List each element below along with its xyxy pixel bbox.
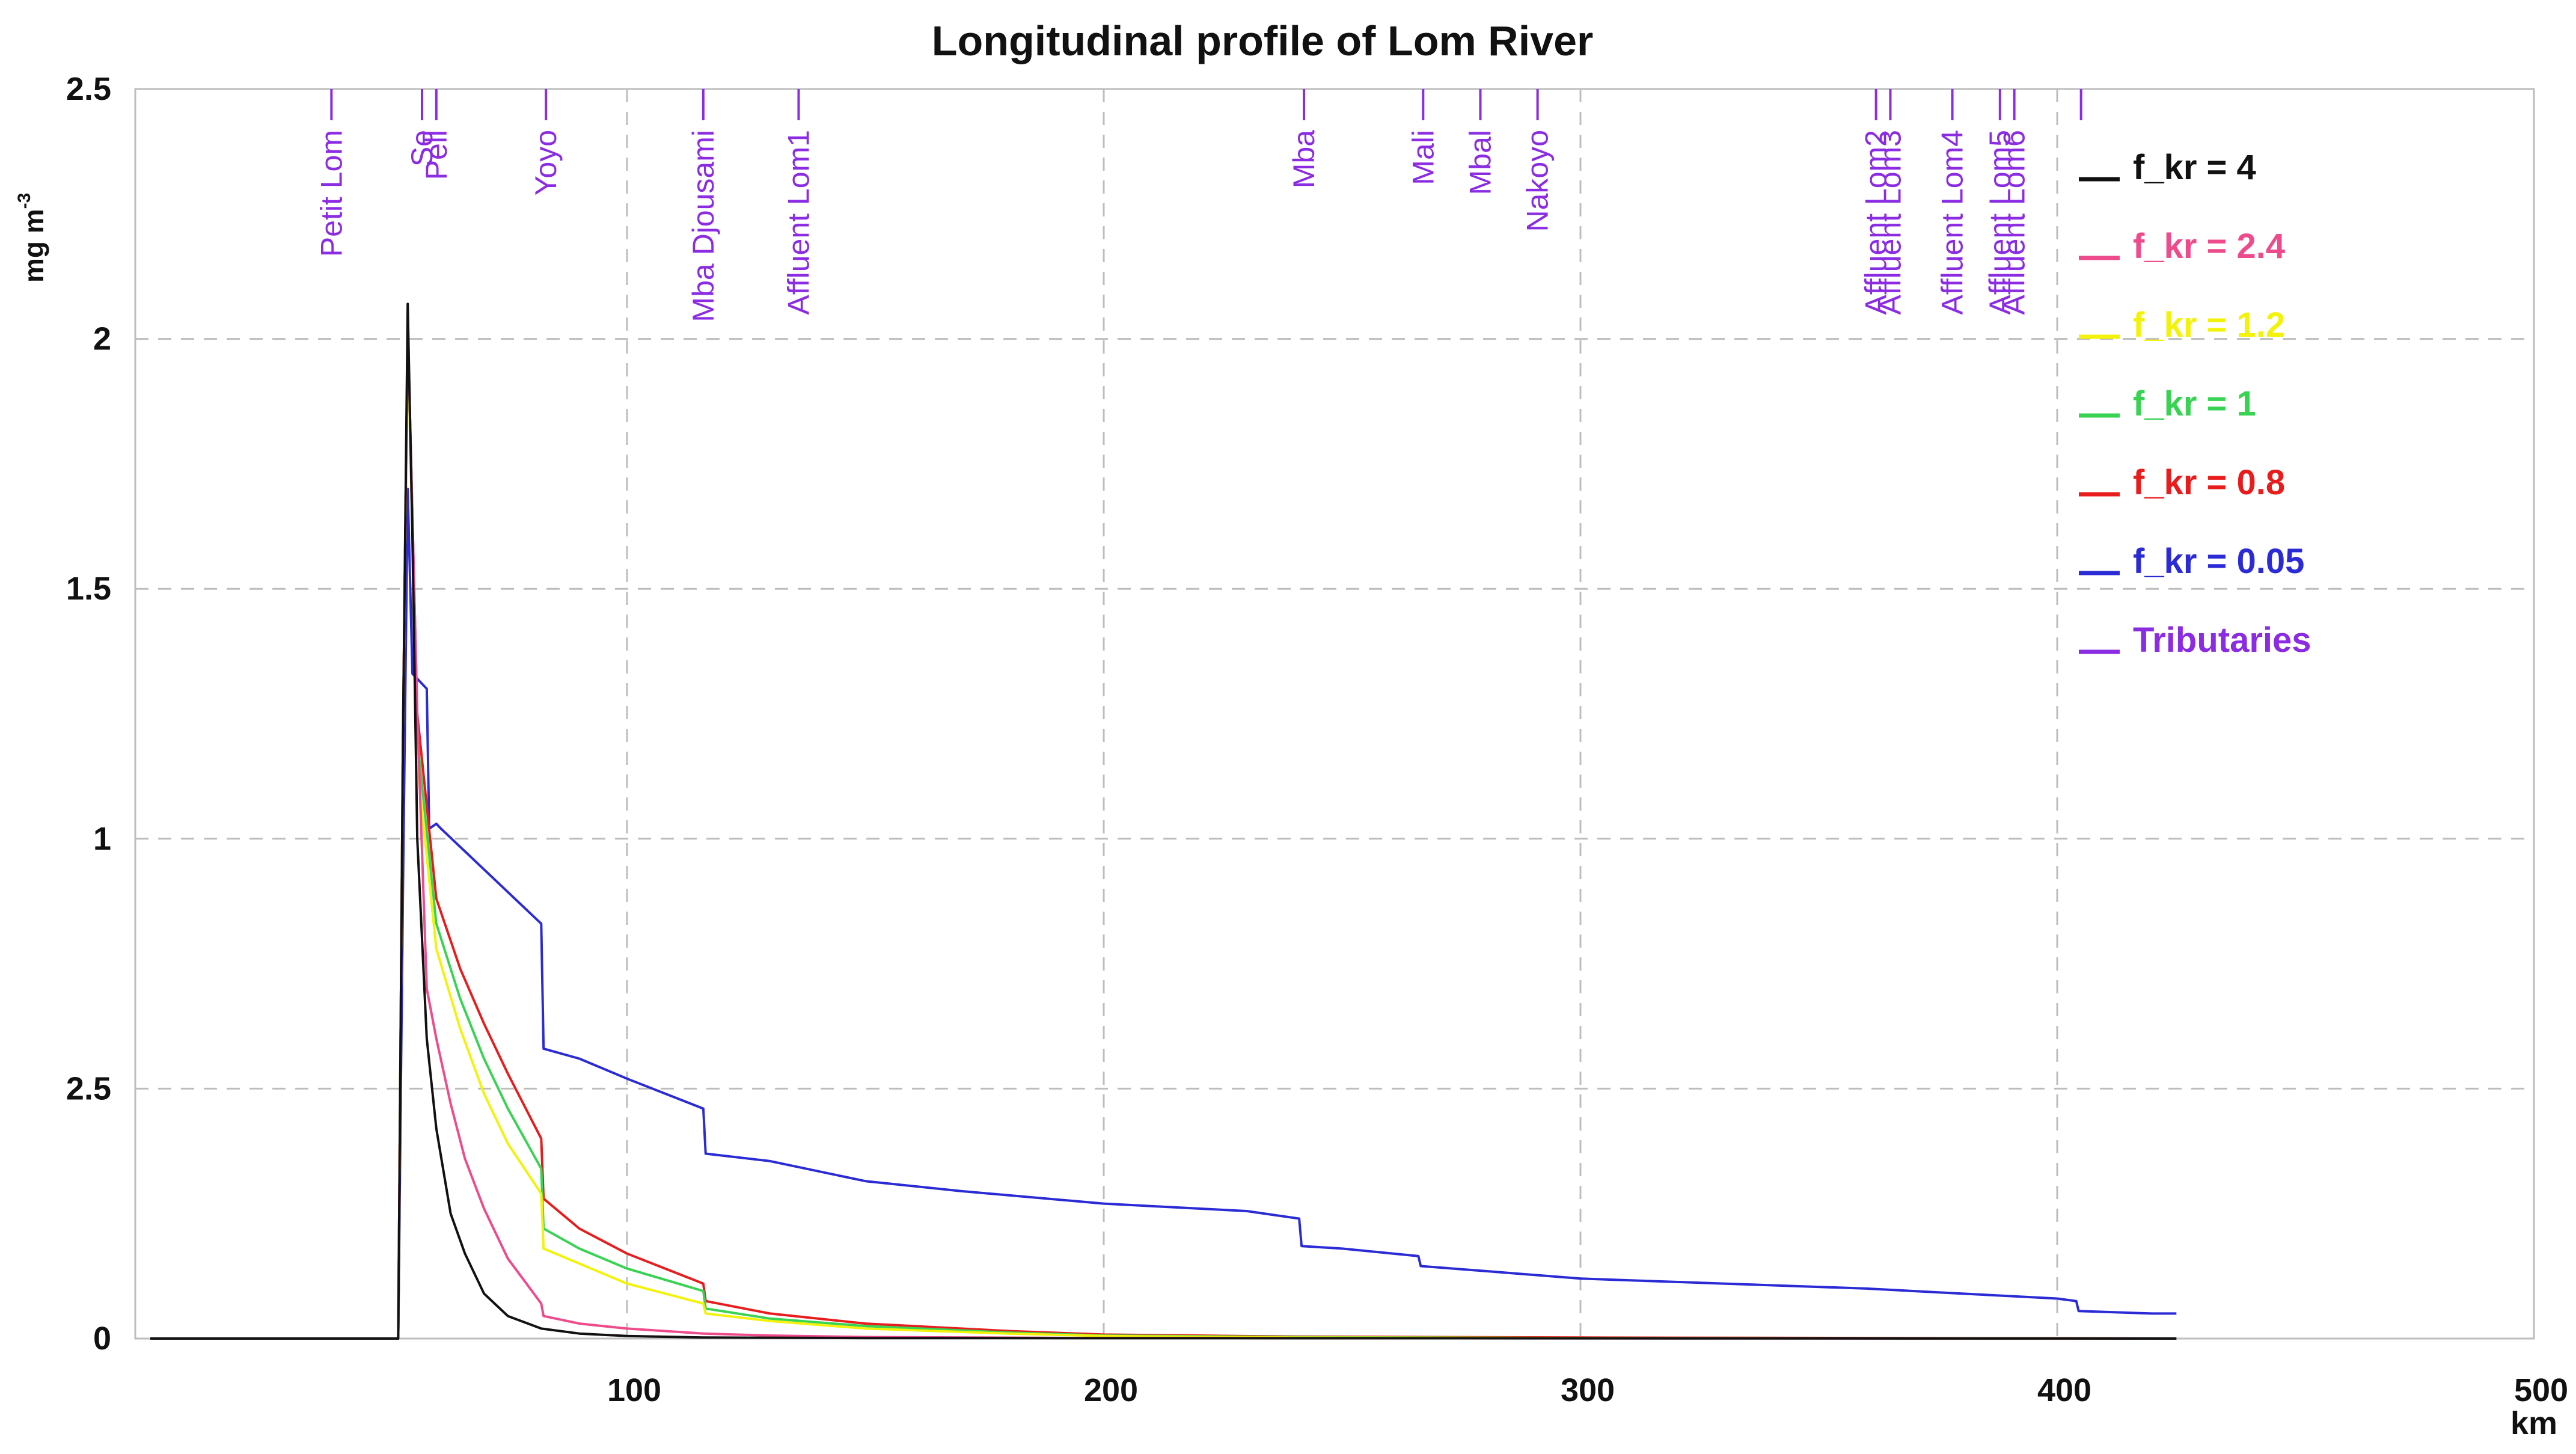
y-axis-label-base: mg m xyxy=(18,209,49,283)
tributary-label: Yoyo xyxy=(529,130,563,195)
legend-item: f_kr = 0.05 xyxy=(2079,542,2304,581)
legend-item: f_kr = 4 xyxy=(2079,148,2256,187)
x-tick-label: 200 xyxy=(1084,1372,1138,1408)
legend-label: f_kr = 1.2 xyxy=(2133,305,2285,345)
legend: f_kr = 4 f_kr = 2.4 f_kr = 1.2 f_kr = 1 f_kr… xyxy=(2079,148,2311,660)
x-axis-label: km xyxy=(2510,1405,2557,1441)
tributary-label: Pell xyxy=(420,130,453,180)
tributary-marker: Se xyxy=(405,89,439,167)
legend-label: f_kr = 0.8 xyxy=(2133,463,2285,502)
tributary-marker: Affluent Lom4 xyxy=(1936,89,1969,315)
chart-title: Longitudinal profile of Lom River xyxy=(932,17,1594,64)
y-axis-label-superscript: -3 xyxy=(14,193,34,209)
legend-label: f_kr = 1 xyxy=(2133,384,2256,423)
tributary-marker: Affluent Lom1 xyxy=(782,89,815,315)
x-tick-label: 100 xyxy=(607,1372,661,1408)
tributary-marker: Mali xyxy=(1406,89,1440,185)
y-tick-label: 1.5 xyxy=(66,571,111,607)
tributary-label: Affluent Lom2 xyxy=(1859,130,1893,315)
tributary-label: Affluent Lom4 xyxy=(1936,130,1969,315)
y-tick-label: 2 xyxy=(93,321,111,357)
series-line xyxy=(150,302,2177,1340)
legend-item: f_kr = 1.2 xyxy=(2079,305,2285,345)
legend-label: Tributaries xyxy=(2133,621,2311,660)
series-line xyxy=(150,488,2177,1340)
legend-item: f_kr = 2.4 xyxy=(2079,227,2285,266)
x-tick-label: 400 xyxy=(2037,1372,2091,1408)
ticks-layer: 0 2.5 1 1.5 2 2.5 100 200 300 400 500 xyxy=(66,71,2568,1408)
tributary-marker: Affluent Lom3 xyxy=(1873,89,1907,315)
tributary-marker: Pell xyxy=(420,89,453,180)
legend-label: f_kr = 4 xyxy=(2133,148,2256,187)
legend-label: f_kr = 0.05 xyxy=(2133,542,2304,581)
legend-label: f_kr = 2.4 xyxy=(2133,227,2285,266)
y-tick-label: 1 xyxy=(93,821,111,857)
tributary-label: Mba Djousami xyxy=(687,130,720,322)
tributary-marker: Mba xyxy=(1287,89,1321,188)
tributary-label: Mbal xyxy=(1463,130,1497,195)
tributary-label: Affluent Lom6 xyxy=(1998,130,2031,315)
tributary-marker: Mba Djousami xyxy=(687,89,720,322)
series-layer xyxy=(150,302,2177,1340)
y-tick-label: 0 xyxy=(93,1321,111,1357)
tributary-label: Se xyxy=(405,130,439,167)
y-tick-label: 2.5 xyxy=(66,71,111,107)
y-axis-label: mg m-3 xyxy=(14,193,49,283)
tributary-label: Affluent Lom5 xyxy=(1983,130,2017,315)
y-tick-label: 2.5 xyxy=(66,1070,111,1106)
tributary-label: Affluent Lom3 xyxy=(1873,130,1907,315)
tributary-marker: Nakoyo xyxy=(1521,89,1555,232)
tributary-marker: Affluent Lom2 xyxy=(1859,89,1893,315)
legend-item: f_kr = 0.8 xyxy=(2079,463,2285,502)
tributary-marker: Affluent Lom5 xyxy=(1983,89,2017,315)
tributary-marker: Mbal xyxy=(1463,89,1497,195)
grid-layer xyxy=(135,89,2534,1339)
x-tick-label: 500 xyxy=(2514,1372,2568,1408)
tributary-marker: Affluent Lom6 xyxy=(1998,89,2031,315)
tributary-marker: Petit Lom xyxy=(314,89,348,257)
tributary-label: Affluent Lom1 xyxy=(782,130,815,315)
x-tick-label: 300 xyxy=(1561,1372,1615,1408)
tributary-label: Mali xyxy=(1406,130,1440,185)
tributary-label: Petit Lom xyxy=(314,130,348,257)
legend-item: f_kr = 1 xyxy=(2079,384,2256,423)
tributary-label: Mba xyxy=(1287,130,1321,188)
legend-item: Tributaries xyxy=(2079,621,2311,660)
tributary-marker: Yoyo xyxy=(529,89,563,195)
tributary-label: Nakoyo xyxy=(1521,130,1555,232)
